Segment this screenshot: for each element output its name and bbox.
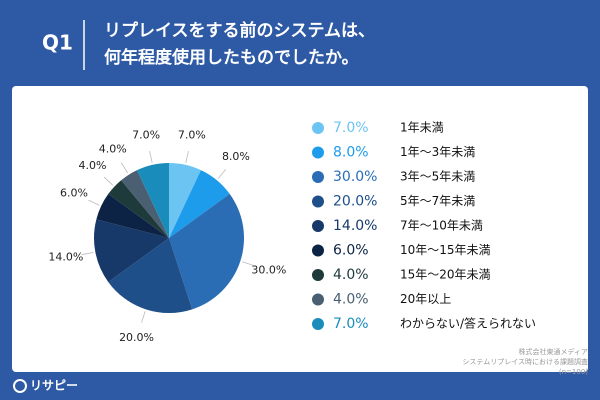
leader-line [103,176,114,186]
legend-label: 1年未満 [400,121,444,135]
leader-line [141,311,146,323]
data-label: 6.0% [60,186,88,199]
pie-slice [169,170,230,238]
data-label: 7.0% [178,129,206,142]
leader-line [149,151,153,163]
data-label: 30.0% [251,263,286,276]
legend-marker [312,220,324,232]
leader-line [120,162,129,174]
leader-line [217,169,227,179]
legend-marker [312,195,324,208]
legend-marker [312,293,324,306]
legend-label: 15年〜20年未満 [400,268,491,282]
legend-label: 3年〜5年未満 [400,170,475,184]
question-number: Q1 [42,31,73,55]
legend-value: 14.0% [333,218,377,234]
data-label: 7.0% [132,129,160,142]
legend-marker [312,269,324,281]
source: システムリプレイス時における課題調査 [462,357,588,366]
legend-value: 4.0% [333,267,369,283]
legend-value: 7.0% [333,120,369,136]
legend-label: 1年〜3年未満 [400,145,475,159]
legend-label: 20年以上 [400,292,451,306]
leader-line [242,261,254,266]
legend-marker [312,318,324,330]
title-line: 何年程度使用したものでしたか。 [104,47,359,68]
data-label: 8.0% [222,150,250,163]
legend-value: 7.0% [333,316,369,332]
title-line: リプレイスをする前のシステムは、 [104,20,375,41]
legend-value: 20.0% [333,194,377,210]
data-label: 4.0% [78,159,106,172]
source: 株式会社東通メディア [518,347,588,356]
pie-slice [121,170,169,238]
pie-slice [137,163,169,238]
pie-slice [169,193,244,310]
logo: リサピー [30,379,78,393]
legend-marker [312,244,324,257]
pie-slice [94,219,169,283]
pie-slice [169,163,201,238]
legend-value: 6.0% [333,243,369,259]
pie-slice [108,180,169,238]
leader-line [81,252,94,256]
leader-line [88,199,100,206]
logo-icon [13,379,27,393]
legend-value: 4.0% [333,292,369,308]
data-label: 14.0% [48,251,83,264]
legend-label: 5年〜7年未満 [400,194,475,208]
data-label: 20.0% [119,331,154,344]
leader-line [185,151,189,163]
legend-marker [312,146,324,159]
legend-label: 7年〜10年未満 [400,219,483,233]
legend-label: 10年〜15年未満 [400,243,491,257]
legend-value: 30.0% [333,169,377,185]
legend-label: わからない/答えられない [400,316,536,331]
pie-slice [108,238,193,313]
legend-marker [312,122,324,134]
data-label: 4.0% [99,142,127,155]
source: (n=100) [559,368,588,376]
pie-slice [96,193,169,238]
legend-value: 8.0% [333,145,369,161]
legend-marker [312,171,324,183]
